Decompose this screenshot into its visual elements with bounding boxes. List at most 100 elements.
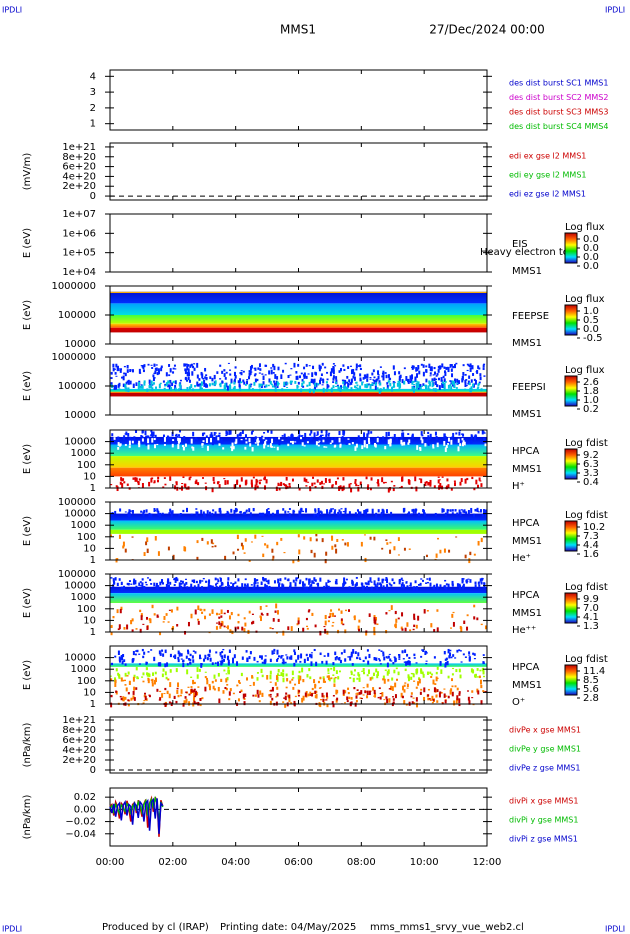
y-tick-label: 1 — [90, 699, 96, 710]
spectrogram-pixel — [182, 476, 185, 479]
spectrogram-pixel — [137, 385, 140, 391]
spectrogram-pixel — [259, 616, 262, 622]
spectrogram-pixel — [441, 508, 444, 513]
spectrogram-pixel — [189, 661, 192, 665]
spectrogram-pixel — [366, 585, 369, 589]
spectrogram-pixel — [157, 616, 160, 618]
spectrogram-pixel — [482, 661, 485, 664]
spectrogram-pixel — [131, 369, 134, 373]
spectrogram-pixel — [455, 536, 458, 538]
spectrogram-pixel — [298, 434, 301, 437]
spectrogram-pixel — [272, 555, 275, 559]
spectrogram-pixel — [205, 677, 208, 680]
spectrogram-pixel — [256, 660, 259, 663]
spectrogram-pixel — [249, 651, 252, 655]
spectrogram-pixel — [465, 579, 468, 583]
spectrogram-pixel — [245, 438, 248, 440]
colorbar-tick-label: 7.3 — [583, 531, 599, 542]
colorbar-tick-label: 0.2 — [583, 404, 599, 415]
spectrogram-pixel — [221, 620, 224, 625]
spectrogram-pixel — [445, 586, 448, 591]
spectrogram-pixel — [193, 438, 196, 442]
spectrogram-pixel — [262, 384, 265, 386]
colorbar-tick-label: 5.6 — [583, 684, 599, 695]
spectrogram-pixel — [286, 656, 289, 660]
spectrogram-pixel — [413, 680, 416, 682]
y-tick-label: 10 — [83, 471, 96, 482]
spectrogram-pixel — [145, 661, 148, 665]
spectrogram-pixel — [303, 372, 306, 378]
spectrogram-pixel — [112, 363, 115, 368]
spectrogram-pixel — [168, 364, 171, 367]
spectrogram-pixel — [352, 368, 355, 374]
spectrogram-pixel — [332, 439, 335, 445]
spectrogram-pixel — [433, 656, 436, 659]
spectrogram-pixel — [366, 444, 369, 449]
spectrogram-pixel — [378, 380, 381, 384]
spectrogram-pixel — [206, 384, 209, 388]
spectrogram-pixel — [350, 369, 353, 375]
spectrogram-pixel — [284, 362, 287, 365]
spectrogram-pixel — [381, 692, 384, 697]
spectrogram-pixel — [406, 585, 409, 588]
spectrogram-pixel — [311, 372, 314, 378]
spectrogram-pixel — [464, 656, 467, 658]
spectrogram-pixel — [417, 583, 420, 586]
spectrogram-pixel — [431, 380, 434, 383]
spectrogram-pixel — [333, 677, 336, 683]
colorbar-title: Log flux — [565, 222, 605, 233]
spectrogram-pixel — [391, 436, 394, 441]
spectrogram-pixel — [289, 582, 292, 586]
colorbar — [564, 520, 578, 552]
spectrogram-pixel — [420, 668, 423, 673]
spectrogram-pixel — [174, 380, 177, 385]
spectrogram-pixel — [254, 580, 257, 582]
spectrogram-pixel — [193, 367, 196, 371]
spectrogram-pixel — [224, 555, 227, 561]
spectrogram-pixel — [132, 383, 135, 388]
spectrogram-pixel — [368, 653, 371, 659]
spectrogram-pixel — [264, 442, 267, 445]
spectrogram-pixel — [164, 649, 167, 654]
spectrogram-band — [110, 291, 487, 304]
spectrogram-pixel — [384, 372, 387, 374]
spectrogram-pixel — [265, 605, 268, 607]
spectrogram-pixel — [398, 654, 401, 659]
colorbar-tick-label: 11.4 — [583, 666, 605, 677]
spectrogram-pixel — [344, 658, 347, 662]
spectrogram-pixel — [299, 579, 302, 583]
spectrogram-pixel — [271, 548, 274, 553]
spectrogram-pixel — [374, 385, 377, 390]
spectrogram-pixel — [180, 653, 183, 657]
spectrogram-pixel — [185, 440, 188, 443]
spectrogram-pixel — [387, 655, 390, 659]
spectrogram-pixel — [330, 677, 333, 680]
spectrogram-pixel — [213, 382, 216, 386]
spectrogram-pixel — [340, 620, 343, 625]
spectrogram-pixel — [396, 382, 399, 387]
spectrogram-pixel — [224, 480, 227, 485]
spectrogram-pixel — [330, 387, 333, 393]
spectrogram-pixel — [394, 657, 397, 662]
y-tick-label: 10000 — [64, 653, 96, 664]
spectrogram-pixel — [263, 385, 266, 388]
colorbar-tick-label: 10.2 — [583, 522, 605, 533]
spectrogram-pixel — [402, 685, 405, 691]
y-tick-label: 1e+06 — [62, 228, 96, 239]
spectrogram-pixel — [137, 443, 140, 445]
spectrogram-pixel — [297, 381, 300, 385]
spectrogram-pixel — [471, 697, 474, 699]
spectrogram-pixel — [317, 444, 320, 447]
spectrogram-pixel — [428, 438, 431, 440]
spectrogram-pixel — [139, 581, 142, 583]
colorbar — [564, 232, 578, 264]
spectrogram-pixel — [313, 384, 316, 390]
y-tick-label: 2 — [90, 103, 96, 114]
spectrogram-pixel — [148, 618, 151, 621]
logo: IPDLI — [605, 925, 625, 934]
colorbar-tick-label: 1.6 — [583, 549, 599, 560]
spectrogram-pixel — [305, 375, 308, 379]
spectrogram-pixel — [250, 482, 253, 485]
spectrogram-pixel — [201, 477, 204, 479]
